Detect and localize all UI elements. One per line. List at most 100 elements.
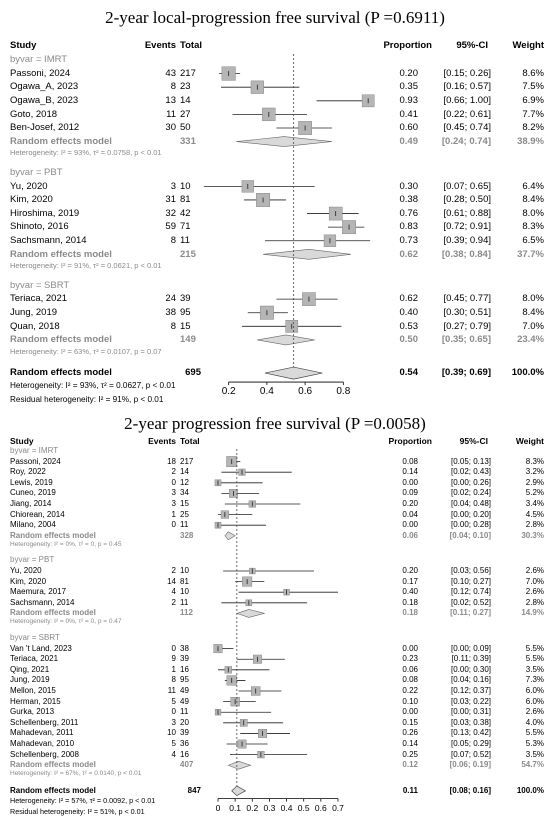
study-name: Yu, 2020	[10, 180, 48, 192]
study-events: 8	[170, 235, 176, 246]
subgroup-summary-weight: 30.3%	[521, 530, 544, 540]
overall-summary-diamond	[264, 366, 323, 380]
column-header-total: Total	[180, 40, 202, 52]
study-total: 39	[180, 728, 189, 738]
study-proportion: 0.18	[402, 597, 418, 607]
study-ci: [0.27; 0.79]	[443, 320, 491, 332]
study-ci: [0.05; 0.29]	[450, 739, 491, 749]
study-events: 0	[171, 643, 176, 653]
study-weight: 4.5%	[525, 509, 544, 519]
overall-summary-label: Random effects model	[10, 367, 112, 379]
study-weight: 8.0%	[522, 293, 544, 305]
x-axis-tick-label: 0	[215, 803, 221, 814]
study-ci: [0.00; 0.09]	[450, 643, 491, 653]
overall-summary-proportion: 0.54	[399, 367, 419, 379]
study-weight: 8.0%	[522, 207, 544, 219]
subgroup-summary-weight: 38.9%	[517, 135, 544, 147]
x-axis-tick-label: 0.4	[259, 386, 274, 398]
study-name: Mahadevan, 2010	[10, 739, 75, 749]
study-ci: [0.07; 0.65]	[443, 180, 491, 192]
subgroup-summary-total: 112	[180, 608, 193, 618]
column-header-ci: 95%-CI	[456, 40, 488, 52]
overall-summary-ci: [0.08; 0.16]	[449, 785, 491, 795]
study-events: 2	[171, 597, 176, 607]
column-header-total: Total	[180, 435, 200, 446]
study-ci: [0.04; 0.16]	[450, 675, 491, 685]
subgroup-label: byvar = SBRT	[10, 633, 60, 643]
study-name: Teriaca, 2021	[10, 654, 59, 664]
study-events: 4	[171, 749, 176, 759]
study-weight: 3.5%	[525, 749, 544, 759]
study-events: 8	[170, 320, 176, 332]
subgroup-summary-label: Random effects model	[10, 530, 96, 540]
subgroup-summary-total: 215	[180, 248, 196, 260]
study-events: 5	[171, 696, 176, 706]
study-ci: [0.00; 0.30]	[450, 664, 491, 674]
study-total: 10	[180, 587, 189, 597]
study-proportion: 0.06	[402, 664, 418, 674]
study-name: Goto, 2018	[10, 108, 58, 120]
study-events: 38	[165, 306, 176, 318]
study-events: 0	[171, 477, 176, 487]
study-weight: 6.0%	[525, 696, 544, 706]
subgroup-summary-ci: [0.11; 0.27]	[450, 608, 491, 618]
subgroup-summary-ci: [0.24; 0.74]	[441, 135, 491, 147]
subgroup-label: byvar = SBRT	[10, 279, 70, 291]
subgroup-label: byvar = PBT	[10, 555, 55, 565]
column-header-weight: Weight	[512, 40, 545, 52]
subgroup-heterogeneity: Heterogeneity: I² = 63%, τ² = 0.0107, p …	[10, 346, 162, 356]
study-ci: [0.00; 0.28]	[450, 520, 491, 530]
study-proportion: 0.00	[402, 707, 418, 717]
study-name: Ogawa_B, 2023	[10, 95, 79, 107]
study-proportion: 0.17	[402, 576, 418, 586]
study-total: 81	[180, 194, 191, 206]
study-events: 11	[167, 686, 176, 696]
subgroup-label: byvar = PBT	[10, 167, 63, 178]
subgroup-summary-weight: 14.9%	[521, 608, 544, 618]
study-weight: 7.5%	[522, 81, 544, 93]
subgroup-summary-diamond	[236, 136, 332, 147]
study-total: 11	[180, 707, 189, 717]
study-name: Van 't Land, 2023	[10, 643, 72, 653]
study-proportion: 0.30	[399, 180, 419, 192]
study-events: 24	[165, 293, 176, 305]
subgroup-summary-label: Random effects model	[10, 334, 112, 346]
study-ci: [0.66; 1.00]	[443, 95, 491, 107]
study-ci: [0.00; 0.26]	[450, 477, 491, 487]
study-proportion: 0.08	[402, 456, 418, 466]
study-proportion: 0.23	[402, 654, 418, 664]
study-name: Milano, 2004	[10, 520, 56, 530]
subgroup-heterogeneity: Heterogeneity: I² = 0%, τ² = 0, p = 0.45	[10, 540, 122, 548]
study-proportion: 0.83	[399, 221, 419, 233]
study-proportion: 0.60	[399, 122, 419, 134]
study-events: 13	[165, 95, 176, 107]
study-name: Hiroshima, 2019	[10, 207, 80, 219]
study-name: Maemura, 2017	[10, 587, 67, 597]
study-name: Sachsmann, 2014	[10, 597, 75, 607]
study-total: 36	[180, 739, 189, 749]
overall-summary-weight: 100.0%	[511, 367, 544, 379]
study-weight: 6.4%	[522, 180, 544, 192]
study-total: 10	[180, 180, 191, 192]
study-total: 217	[180, 456, 194, 466]
subgroup-heterogeneity: Heterogeneity: I² = 67%, τ² = 0.0140, p …	[10, 769, 142, 777]
overall-heterogeneity: Heterogeneity: I² = 93%, τ² = 0.0627, p …	[10, 380, 176, 390]
study-total: 14	[180, 95, 191, 107]
study-events: 18	[167, 456, 176, 466]
study-events: 59	[165, 221, 176, 233]
study-proportion: 0.40	[402, 587, 418, 597]
study-name: Kim, 2020	[10, 576, 47, 586]
study-proportion: 0.40	[399, 306, 419, 318]
study-total: 50	[180, 122, 191, 134]
study-ci: [0.03; 0.56]	[450, 566, 491, 575]
overall-summary-proportion: 0.11	[402, 785, 418, 795]
residual-heterogeneity: Residual heterogeneity: I² = 51%, p < 0.…	[10, 806, 145, 816]
study-total: 38	[180, 643, 189, 653]
study-proportion: 0.04	[402, 509, 418, 519]
column-header-study: Study	[10, 40, 37, 52]
study-weight: 2.9%	[525, 477, 544, 487]
study-weight: 5.2%	[525, 488, 544, 498]
subgroup-summary-total: 331	[180, 135, 196, 147]
study-weight: 5.5%	[525, 728, 544, 738]
